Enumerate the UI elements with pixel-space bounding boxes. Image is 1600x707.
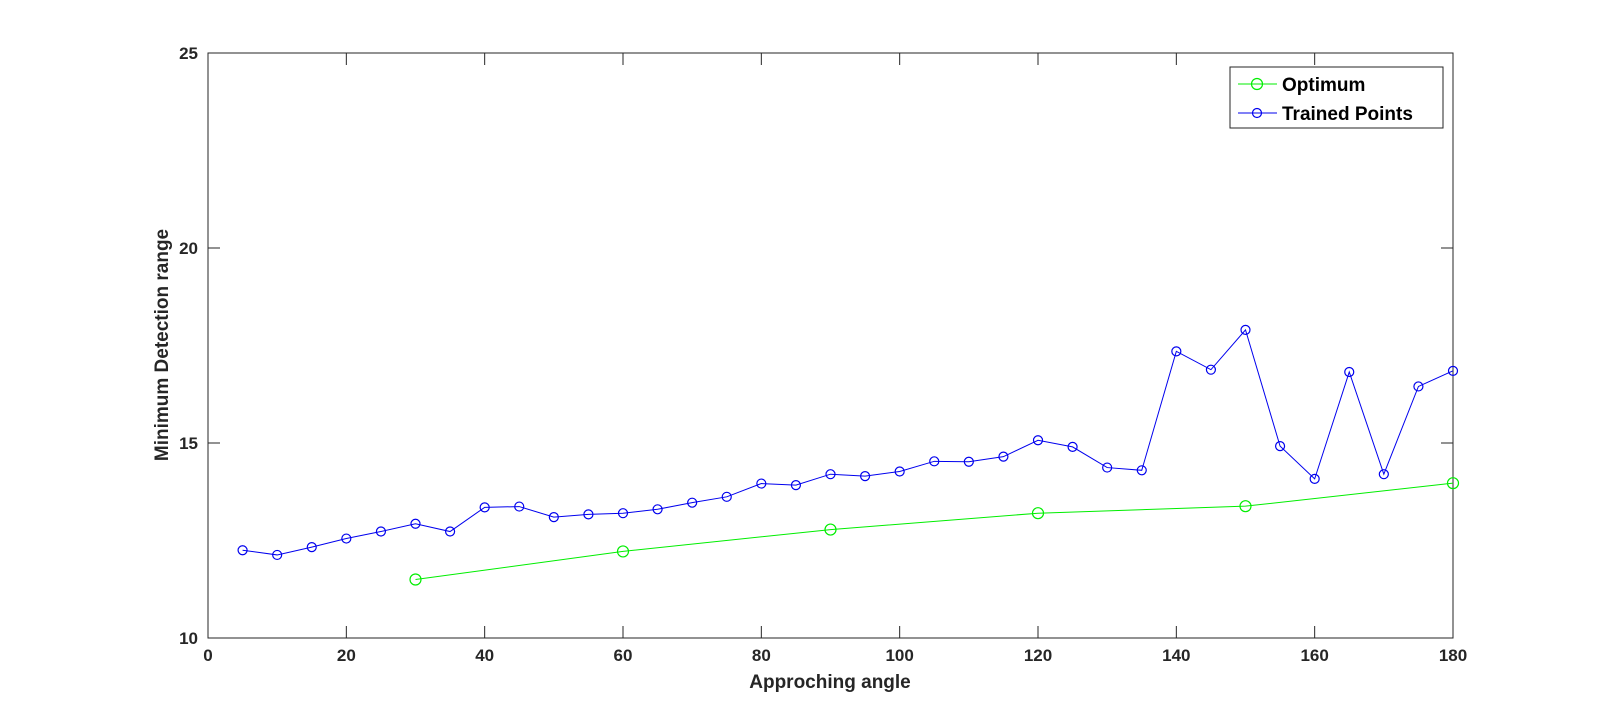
data-point-trained-points xyxy=(652,504,663,515)
data-point-trained-points xyxy=(963,456,974,467)
data-point-trained-points xyxy=(721,491,732,502)
legend: Optimum Trained Points xyxy=(1229,66,1444,129)
data-point-trained-points xyxy=(306,542,317,553)
data-point-trained-points xyxy=(272,549,283,561)
data-point-trained-points xyxy=(1447,365,1459,376)
data-point-trained-points xyxy=(237,545,248,556)
data-point-trained-points xyxy=(1171,346,1182,357)
series-line-optimum xyxy=(415,482,1454,580)
axis-ticks xyxy=(207,52,1454,639)
y-tick-label: 15 xyxy=(179,434,198,453)
x-tick-label: 100 xyxy=(885,646,913,665)
data-point-trained-points xyxy=(341,533,352,544)
data-point-trained-points xyxy=(514,501,525,512)
data-point-trained-points xyxy=(1378,469,1389,480)
data-point-trained-points xyxy=(1413,381,1424,392)
plot-area xyxy=(207,52,1454,639)
x-axis-title: Approching angle xyxy=(749,672,911,693)
data-point-trained-points xyxy=(375,526,387,537)
legend-label-optimum: Optimum xyxy=(1282,75,1365,96)
data-point-optimum xyxy=(1031,507,1045,520)
x-tick-label: 120 xyxy=(1024,646,1052,665)
x-tick-label: 0 xyxy=(203,646,212,665)
legend-box xyxy=(1229,66,1444,129)
data-point-trained-points xyxy=(1240,324,1251,335)
x-tick-label: 180 xyxy=(1439,646,1467,665)
data-point-optimum xyxy=(616,545,630,558)
data-point-trained-points xyxy=(1309,473,1320,484)
data-point-trained-points xyxy=(825,469,836,480)
data-point-trained-points xyxy=(756,478,767,489)
x-tick-label: 140 xyxy=(1162,646,1190,665)
data-point-trained-points xyxy=(1344,366,1355,378)
legend-marker-optimum xyxy=(1250,77,1264,91)
series-optimum xyxy=(409,477,1460,586)
data-point-trained-points xyxy=(790,480,802,491)
data-point-trained-points xyxy=(1205,364,1217,375)
series-layer xyxy=(237,324,1460,586)
y-tick-label: 10 xyxy=(179,629,198,648)
legend-label-trained-points: Trained Points xyxy=(1282,104,1413,125)
data-point-trained-points xyxy=(998,451,1009,462)
y-axis-title: Minimum Detection range xyxy=(152,229,173,461)
data-point-trained-points xyxy=(1102,462,1113,473)
series-line-trained-points xyxy=(242,328,1454,556)
x-tick-label: 20 xyxy=(337,646,356,665)
series-trained-points xyxy=(237,324,1459,561)
data-point-trained-points xyxy=(410,518,421,529)
x-tick-label: 80 xyxy=(752,646,771,665)
x-tick-label: 60 xyxy=(614,646,633,665)
data-point-trained-points xyxy=(1032,435,1044,446)
data-point-trained-points xyxy=(859,471,871,482)
data-point-trained-points xyxy=(1136,465,1147,476)
data-point-optimum xyxy=(1239,500,1252,513)
data-point-trained-points xyxy=(687,497,698,508)
data-point-trained-points xyxy=(583,509,594,520)
data-point-trained-points xyxy=(479,502,490,513)
x-tick-label: 160 xyxy=(1300,646,1328,665)
y-tick-labels: 10 15 20 25 xyxy=(179,44,198,648)
data-point-optimum xyxy=(1446,477,1460,490)
data-point-trained-points xyxy=(548,511,559,523)
legend-marker-trained-points xyxy=(1251,107,1263,119)
data-point-trained-points xyxy=(444,526,456,537)
data-point-trained-points xyxy=(1274,441,1286,452)
data-point-trained-points xyxy=(894,466,905,477)
data-point-trained-points xyxy=(929,456,940,467)
data-point-optimum xyxy=(824,523,837,536)
data-point-trained-points xyxy=(1067,441,1078,452)
x-tick-labels: 0 20 40 60 80 100 120 140 160 180 xyxy=(203,646,1467,665)
data-point-trained-points xyxy=(617,508,629,519)
x-tick-label: 40 xyxy=(475,646,494,665)
y-tick-label: 25 xyxy=(179,44,198,63)
data-point-optimum xyxy=(409,573,422,586)
y-tick-label: 20 xyxy=(179,239,198,258)
